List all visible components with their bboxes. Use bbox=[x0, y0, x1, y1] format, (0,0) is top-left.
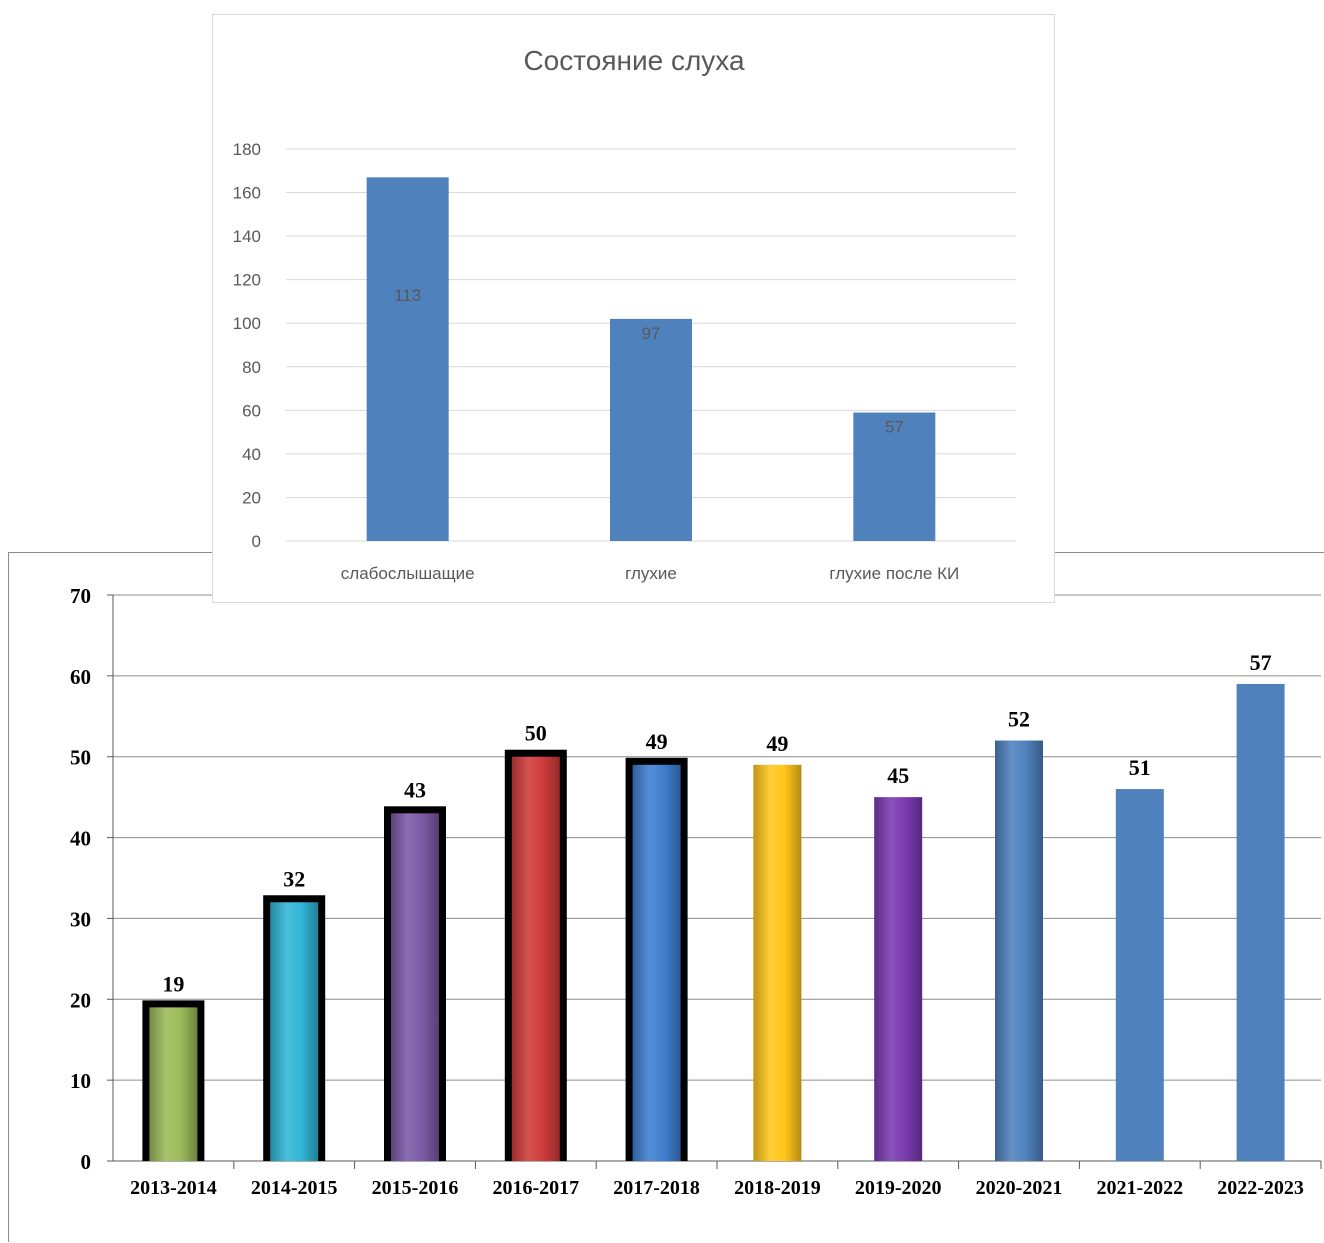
data-label: 43 bbox=[404, 777, 426, 802]
enrollment-chart: 0 10 20 30 40 50 60 70 19 2013-2014 32 2014-2015 43 2… bbox=[8, 552, 1324, 1242]
category-label: 2017-2018 bbox=[613, 1177, 700, 1199]
data-label: 49 bbox=[766, 731, 788, 756]
y-tick-label: 140 bbox=[233, 227, 261, 246]
bar bbox=[632, 764, 681, 1161]
bar bbox=[1115, 789, 1164, 1161]
category-label: слабослышащие bbox=[341, 564, 475, 583]
category-label: 2021-2022 bbox=[1096, 1177, 1183, 1199]
y-tick-label: 20 bbox=[70, 988, 91, 1012]
bar bbox=[853, 412, 936, 541]
y-tick-label: 120 bbox=[233, 271, 261, 290]
bar bbox=[610, 318, 692, 541]
category-label: 2019-2020 bbox=[855, 1177, 942, 1199]
category-label: 2015-2016 bbox=[372, 1177, 459, 1199]
data-label: 45 bbox=[887, 763, 909, 788]
category-label: 2016-2017 bbox=[492, 1177, 579, 1199]
data-label: 19 bbox=[162, 971, 184, 996]
y-tick-label: 30 bbox=[70, 907, 91, 931]
y-tick-label: 40 bbox=[70, 827, 91, 851]
data-label: 97 bbox=[642, 324, 661, 343]
data-label: 57 bbox=[1250, 650, 1272, 675]
data-label: 57 bbox=[885, 418, 904, 437]
bar bbox=[995, 740, 1043, 1161]
data-label: 49 bbox=[646, 729, 668, 754]
category-label: 2022-2023 bbox=[1217, 1177, 1304, 1199]
hearing-status-chart: Состояние слуха 0 20 40 60 80 100 120 140 160 180 1… bbox=[212, 14, 1055, 603]
y-tick-label: 100 bbox=[233, 314, 261, 333]
data-label: 51 bbox=[1129, 755, 1151, 780]
data-label: 32 bbox=[283, 866, 305, 891]
bar bbox=[1236, 683, 1285, 1161]
y-tick-label: 60 bbox=[70, 665, 91, 689]
y-tick-label: 70 bbox=[70, 584, 91, 608]
enrollment-chart-svg: 0 10 20 30 40 50 60 70 19 2013-2014 32 2014-2015 43 2… bbox=[70, 584, 1322, 1199]
data-label: 50 bbox=[525, 721, 547, 746]
chart-title: Состояние слуха bbox=[523, 45, 745, 76]
category-label: глухие после КИ bbox=[829, 564, 959, 583]
y-tick-label: 60 bbox=[242, 401, 261, 420]
bar bbox=[874, 797, 923, 1161]
y-tick-label: 180 bbox=[233, 140, 261, 159]
y-tick-label: 0 bbox=[252, 532, 261, 551]
data-label: 113 bbox=[394, 286, 421, 305]
y-tick-label: 80 bbox=[242, 358, 261, 377]
y-tick-label: 160 bbox=[233, 184, 261, 203]
bar bbox=[366, 177, 449, 542]
y-tick-label: 40 bbox=[242, 445, 261, 464]
y-tick-label: 10 bbox=[70, 1069, 91, 1093]
y-tick-label: 50 bbox=[70, 746, 91, 770]
bar bbox=[149, 1007, 198, 1161]
bar bbox=[270, 902, 319, 1161]
bar bbox=[753, 764, 802, 1161]
y-tick-label: 0 bbox=[81, 1150, 92, 1174]
category-label: 2014-2015 bbox=[251, 1177, 338, 1199]
bar bbox=[391, 813, 439, 1161]
category-label: 2013-2014 bbox=[130, 1177, 217, 1199]
y-tick-label: 20 bbox=[242, 488, 261, 507]
bar bbox=[511, 756, 560, 1161]
category-label: 2020-2021 bbox=[976, 1177, 1063, 1199]
data-label: 52 bbox=[1008, 707, 1030, 732]
category-label: глухие bbox=[625, 564, 677, 583]
category-label: 2018-2019 bbox=[734, 1177, 821, 1199]
hearing-status-chart-svg: Состояние слуха 0 20 40 60 80 100 120 140 160 180 1… bbox=[233, 45, 1016, 583]
